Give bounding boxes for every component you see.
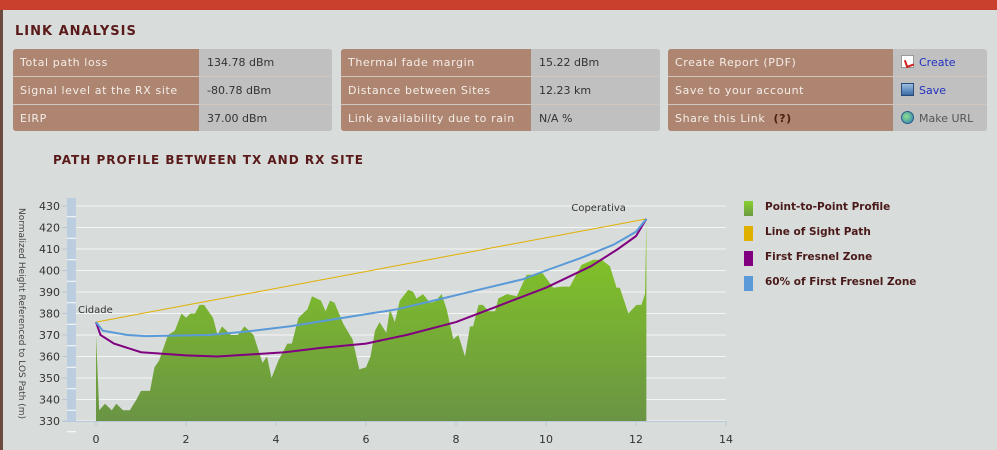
top-bar [0, 0, 997, 10]
row-value: 12.23 km [539, 84, 592, 97]
axis-strip [67, 198, 76, 421]
row-label: Thermal fade margin [341, 49, 531, 76]
row-value: 37.00 dBm [207, 112, 268, 125]
pdf-icon[interactable] [901, 55, 914, 68]
make-url-link[interactable]: Make URL [919, 112, 974, 125]
legend-item: First Fresnel Zone [744, 251, 916, 276]
legend-label: Line of Sight Path [765, 226, 871, 238]
y-tick-label: 430 [39, 200, 60, 213]
x-tick-label: 10 [539, 433, 553, 446]
site-label: Cidade [78, 305, 113, 316]
save-link[interactable]: Save [919, 84, 947, 97]
page-title: LINK ANALYSIS [15, 24, 137, 39]
legend-label: Point-to-Point Profile [765, 201, 891, 213]
row-label: Share this Link [675, 112, 766, 125]
y-tick-label: 410 [39, 243, 60, 256]
legend-swatch [744, 201, 753, 216]
site-label: Coperativa [571, 203, 626, 214]
y-tick-label: 420 [39, 222, 60, 235]
legend-swatch [744, 251, 753, 266]
link-metrics-table-2: Thermal fade margin 15.22 dBm Distance be… [341, 49, 660, 131]
x-tick-label: 8 [453, 433, 460, 446]
row-label: Total path loss [13, 49, 199, 76]
x-tick-label: 0 [93, 433, 100, 446]
row-label: Link availability due to rain [341, 105, 531, 131]
table-row: Thermal fade margin 15.22 dBm [341, 49, 660, 77]
legend-label: 60% of First Fresnel Zone [765, 276, 917, 288]
row-value: 134.78 dBm [207, 56, 275, 69]
x-tick-label: 6 [363, 433, 370, 446]
link-metrics-table-1: Total path loss 134.78 dBm Signal level a… [13, 49, 332, 131]
table-row: Create Report (PDF) Create [668, 49, 987, 77]
series-line-2 [95, 218, 648, 358]
y-tick-label: 330 [39, 415, 60, 428]
legend-swatch [744, 226, 753, 241]
table-row: Save to your account Save [668, 77, 987, 105]
globe-icon[interactable] [901, 111, 914, 124]
series-line-3 [95, 218, 648, 338]
row-value: -80.78 dBm [207, 84, 272, 97]
x-tick-label: 2 [183, 433, 190, 446]
row-label: Save to your account [668, 77, 893, 104]
y-tick-label: 400 [39, 265, 60, 278]
y-tick-label: 390 [39, 286, 60, 299]
path-profile-chart: 330 340 350 360 370 380 390 400 410 420 430 0 2 4 6 8 10… [16, 198, 733, 446]
chart-title: PATH PROFILE BETWEEN TX AND RX SITE [53, 153, 364, 167]
terrain-area [96, 218, 647, 421]
legend-label: First Fresnel Zone [765, 251, 873, 263]
y-tick-label: 360 [39, 351, 60, 364]
y-axis-label: Normalized Height Referenced to LOS Path… [16, 208, 26, 419]
series-line-1 [95, 218, 647, 323]
table-row: Signal level at the RX site -80.78 dBm [13, 77, 332, 105]
x-tick-label: 12 [629, 433, 643, 446]
actions-table: Create Report (PDF) Create Save to your a… [668, 49, 987, 131]
row-value: N/A % [539, 112, 573, 125]
row-value: 15.22 dBm [539, 56, 600, 69]
panel-border [0, 10, 3, 450]
table-row: Share this Link (?) Make URL [668, 105, 987, 131]
help-link[interactable]: (?) [773, 112, 792, 125]
floppy-disk-icon[interactable] [901, 83, 914, 96]
x-tick-label: 4 [273, 433, 280, 446]
y-tick-label: 350 [39, 372, 60, 385]
legend-item: Line of Sight Path [744, 226, 916, 251]
legend-item: Point-to-Point Profile [744, 201, 916, 226]
row-label: Distance between Sites [341, 77, 531, 104]
row-label: Signal level at the RX site [13, 77, 199, 104]
table-row: Total path loss 134.78 dBm [13, 49, 332, 77]
table-row: Distance between Sites 12.23 km [341, 77, 660, 105]
y-tick-label: 370 [39, 329, 60, 342]
create-report-link[interactable]: Create [919, 56, 956, 69]
table-row: EIRP 37.00 dBm [13, 105, 332, 131]
legend-swatch [744, 276, 753, 291]
row-label: Create Report (PDF) [668, 49, 893, 76]
chart-legend: Point-to-Point Profile Line of Sight Pat… [744, 201, 916, 301]
table-row: Link availability due to rain N/A % [341, 105, 660, 131]
row-label: EIRP [13, 105, 199, 131]
y-tick-label: 380 [39, 308, 60, 321]
y-tick-label: 340 [39, 394, 60, 407]
legend-item: 60% of First Fresnel Zone [744, 276, 916, 301]
x-tick-label: 14 [719, 433, 733, 446]
